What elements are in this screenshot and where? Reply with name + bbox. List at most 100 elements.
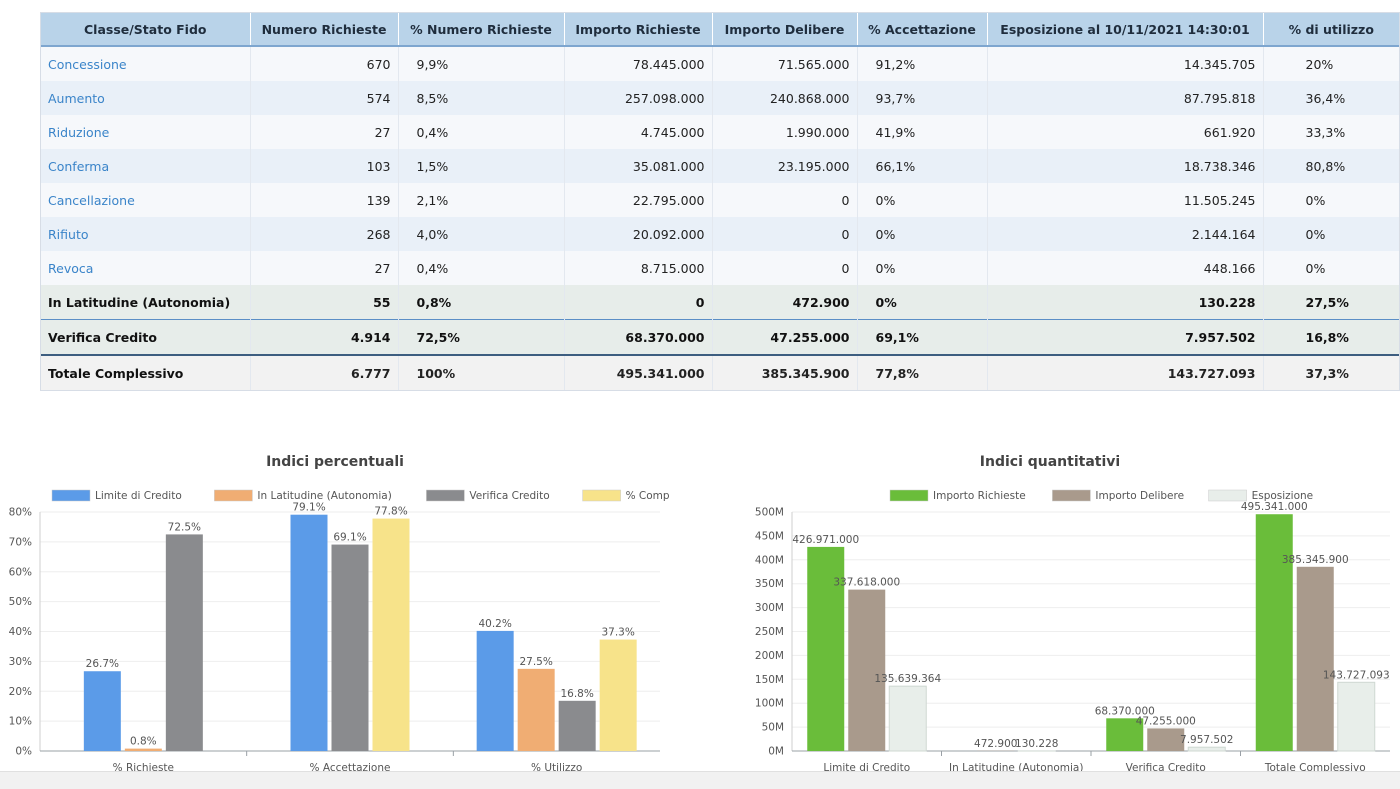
table-cell-acc: 0% [857,251,987,285]
table-cell-num: 4.914 [250,320,398,356]
bar [600,640,637,751]
table-cell-util: 36,4% [1263,81,1399,115]
bar [477,631,514,751]
data-label: 47.255.000 [1136,715,1196,727]
table-cell-imp-rich: 257.098.000 [564,81,712,115]
table-cell-imp-rich: 20.092.000 [564,217,712,251]
table-cell-util: 27,5% [1263,285,1399,320]
column-header[interactable]: Esposizione al 10/11/2021 14:30:01 [987,13,1263,46]
table-cell-imp-rich: 22.795.000 [564,183,712,217]
data-label: 135.639.364 [874,673,941,685]
table-cell-acc: 69,1% [857,320,987,356]
bar [848,590,885,751]
data-label: 79.1% [292,502,325,514]
table-cell-imp-rich: 35.081.000 [564,149,712,183]
table-cell-esp: 130.228 [987,285,1263,320]
table-cell-name[interactable]: Aumento [41,81,250,115]
table-cell-name[interactable]: Riduzione [41,115,250,149]
table-cell-imp-rich: 8.715.000 [564,251,712,285]
table-cell-esp: 87.795.818 [987,81,1263,115]
table-cell-acc: 66,1% [857,149,987,183]
table-cell-acc: 0% [857,285,987,320]
data-label: 69.1% [333,532,366,544]
data-label: 72.5% [168,521,201,533]
column-header[interactable]: Classe/Stato Fido [41,13,250,46]
table-cell-util: 20% [1263,46,1399,81]
column-header[interactable]: % Numero Richieste [398,13,564,46]
table-cell-name[interactable]: Conferma [41,149,250,183]
table-cell-imp-del: 385.345.900 [712,355,857,390]
bar [125,749,162,751]
table-cell-esp: 18.738.346 [987,149,1263,183]
table-cell-esp: 11.505.245 [987,183,1263,217]
bar [1147,728,1184,751]
table-cell-imp-del: 240.868.000 [712,81,857,115]
y-tick-label: 30% [9,656,32,668]
table-cell-util: 33,3% [1263,115,1399,149]
table-cell-util: 0% [1263,251,1399,285]
table-cell-util: 80,8% [1263,149,1399,183]
table-cell-pct-num: 4,0% [398,217,564,251]
table-cell-imp-del: 0 [712,251,857,285]
column-header[interactable]: Numero Richieste [250,13,398,46]
table-cell-pct-num: 0,4% [398,251,564,285]
legend-swatch [1052,490,1090,501]
data-label: 385.345.900 [1282,554,1349,566]
data-label: 26.7% [86,658,119,670]
column-header[interactable]: % Accettazione [857,13,987,46]
bar [518,669,555,751]
table-cell-pct-num: 72,5% [398,320,564,356]
table-cell-num: 139 [250,183,398,217]
column-header[interactable]: Importo Richieste [564,13,712,46]
bar [889,686,926,751]
table-cell-esp: 14.345.705 [987,46,1263,81]
table-cell-num: 6.777 [250,355,398,390]
data-label: 426.971.000 [792,534,859,546]
table-cell-pct-num: 8,5% [398,81,564,115]
table-cell-name[interactable]: Rifiuto [41,217,250,251]
table-cell-name[interactable]: Concessione [41,46,250,81]
table-cell-name[interactable]: Revoca [41,251,250,285]
table-cell-acc: 91,2% [857,46,987,81]
table-cell-num: 670 [250,46,398,81]
legend-swatch [214,490,252,501]
legend-label: Limite di Credito [95,490,182,502]
table-cell-num: 55 [250,285,398,320]
table-cell-pct-num: 2,1% [398,183,564,217]
y-tick-label: 450M [755,530,784,542]
table-cell-name[interactable]: Cancellazione [41,183,250,217]
y-tick-label: 50M [762,722,784,734]
horizontal-scrollbar[interactable] [0,771,1400,789]
y-tick-label: 80% [9,507,32,519]
column-header[interactable]: % di utilizzo [1263,13,1399,46]
legend-label: Esposizione [1252,490,1314,502]
table-cell-pct-num: 100% [398,355,564,390]
table-cell-imp-del: 0 [712,217,857,251]
table-cell-imp-rich: 68.370.000 [564,320,712,356]
legend-label: Verifica Credito [469,490,549,502]
legend-label: Importo Richieste [933,490,1026,502]
table-cell-imp-del: 0 [712,183,857,217]
legend-swatch [890,490,928,501]
data-label: 143.727.093 [1323,669,1390,681]
table-cell-util: 0% [1263,217,1399,251]
column-header[interactable]: Importo Delibere [712,13,857,46]
bar [1188,747,1225,751]
table-cell-esp: 2.144.164 [987,217,1263,251]
legend-swatch [583,490,621,501]
legend-swatch [426,490,464,501]
y-tick-label: 300M [755,602,784,614]
data-label: 7.957.502 [1180,734,1233,746]
table-cell-imp-del: 23.195.000 [712,149,857,183]
